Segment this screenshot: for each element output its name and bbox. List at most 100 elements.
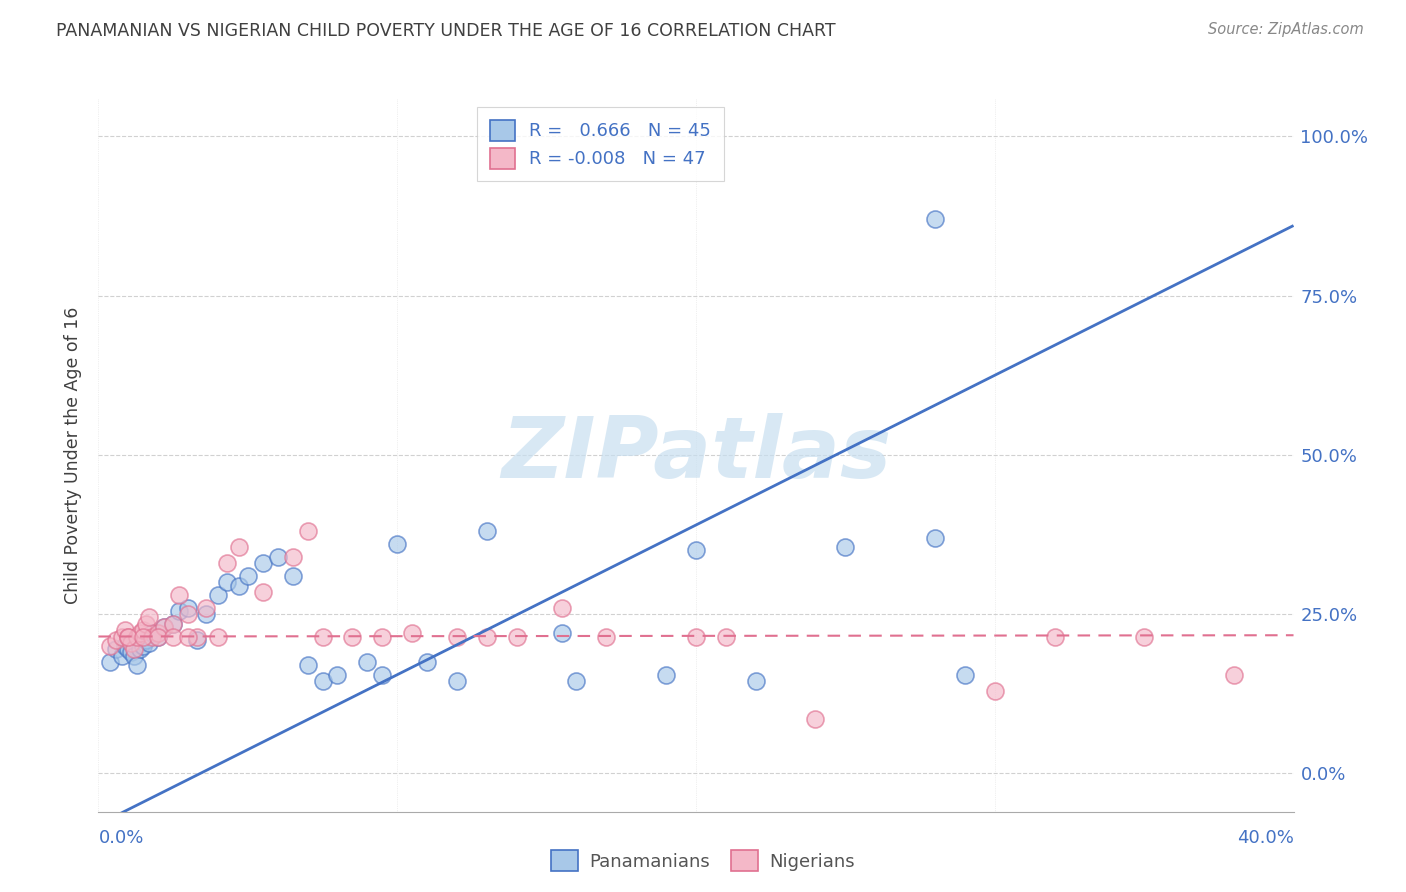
Point <box>177 630 200 644</box>
Point <box>550 626 572 640</box>
Point <box>297 658 319 673</box>
Point <box>111 648 134 663</box>
Point <box>385 537 409 551</box>
Point <box>595 630 617 644</box>
Legend: Panamanians, Nigerians: Panamanians, Nigerians <box>544 843 862 879</box>
Point <box>685 630 707 644</box>
Point <box>834 541 856 555</box>
Point <box>186 632 208 647</box>
Point <box>129 642 152 657</box>
Point <box>416 655 439 669</box>
Point <box>685 543 707 558</box>
Point <box>326 667 349 681</box>
Point <box>195 600 218 615</box>
Point <box>371 667 394 681</box>
Point <box>117 642 139 657</box>
Text: 0.0%: 0.0% <box>98 829 143 847</box>
Point <box>162 630 184 644</box>
Point <box>281 549 304 564</box>
Point <box>167 604 190 618</box>
Point <box>195 607 218 622</box>
Point <box>401 626 423 640</box>
Point <box>475 524 498 539</box>
Point <box>132 630 155 644</box>
Point <box>162 616 184 631</box>
Point <box>141 626 163 640</box>
Point <box>120 645 142 659</box>
Point <box>745 674 768 689</box>
Point <box>114 639 136 653</box>
Point <box>100 655 122 669</box>
Text: ZIPatlas: ZIPatlas <box>501 413 891 497</box>
Point <box>924 531 946 545</box>
Point <box>138 636 160 650</box>
Point <box>297 524 319 539</box>
Y-axis label: Child Poverty Under the Age of 16: Child Poverty Under the Age of 16 <box>65 306 83 604</box>
Point <box>228 578 250 592</box>
Point <box>111 630 134 644</box>
Point <box>252 556 274 570</box>
Point <box>148 626 170 640</box>
Point <box>135 632 157 647</box>
Point <box>141 630 163 644</box>
Point <box>475 630 498 644</box>
Point <box>550 600 572 615</box>
Point <box>236 569 259 583</box>
Point <box>117 630 139 644</box>
Point <box>207 630 229 644</box>
Point <box>124 648 146 663</box>
Point <box>924 212 946 227</box>
Point <box>506 630 529 644</box>
Point <box>105 642 128 657</box>
Point <box>138 610 160 624</box>
Point <box>153 620 176 634</box>
Point <box>1133 630 1156 644</box>
Point <box>565 674 588 689</box>
Text: PANAMANIAN VS NIGERIAN CHILD POVERTY UNDER THE AGE OF 16 CORRELATION CHART: PANAMANIAN VS NIGERIAN CHILD POVERTY UND… <box>56 22 835 40</box>
Point <box>655 667 678 681</box>
Point <box>714 630 737 644</box>
Point <box>953 667 976 681</box>
Point <box>1043 630 1066 644</box>
Point <box>148 630 170 644</box>
Point <box>105 632 128 647</box>
Point <box>186 630 208 644</box>
Point <box>252 585 274 599</box>
Point <box>177 600 200 615</box>
Point <box>153 620 176 634</box>
Point <box>117 630 139 644</box>
Point <box>132 639 155 653</box>
Point <box>215 556 238 570</box>
Point <box>311 630 333 644</box>
Point <box>342 630 364 644</box>
Point <box>167 588 190 602</box>
Point <box>120 636 142 650</box>
Legend: R =   0.666   N = 45, R = -0.008   N = 47: R = 0.666 N = 45, R = -0.008 N = 47 <box>477 107 724 181</box>
Point <box>132 623 155 637</box>
Point <box>114 623 136 637</box>
Point <box>207 588 229 602</box>
Point <box>129 626 152 640</box>
Point <box>984 683 1007 698</box>
Point <box>127 658 149 673</box>
Point <box>446 674 468 689</box>
Point <box>162 616 184 631</box>
Point <box>446 630 468 644</box>
Point <box>135 616 157 631</box>
Point <box>100 639 122 653</box>
Point <box>124 642 146 657</box>
Text: 40.0%: 40.0% <box>1237 829 1294 847</box>
Point <box>804 712 827 726</box>
Point <box>281 569 304 583</box>
Point <box>127 630 149 644</box>
Point <box>215 575 238 590</box>
Point <box>228 541 250 555</box>
Point <box>1223 667 1246 681</box>
Point <box>177 607 200 622</box>
Text: Source: ZipAtlas.com: Source: ZipAtlas.com <box>1208 22 1364 37</box>
Point <box>371 630 394 644</box>
Point <box>356 655 378 669</box>
Point <box>311 674 333 689</box>
Point <box>148 630 170 644</box>
Point <box>267 549 290 564</box>
